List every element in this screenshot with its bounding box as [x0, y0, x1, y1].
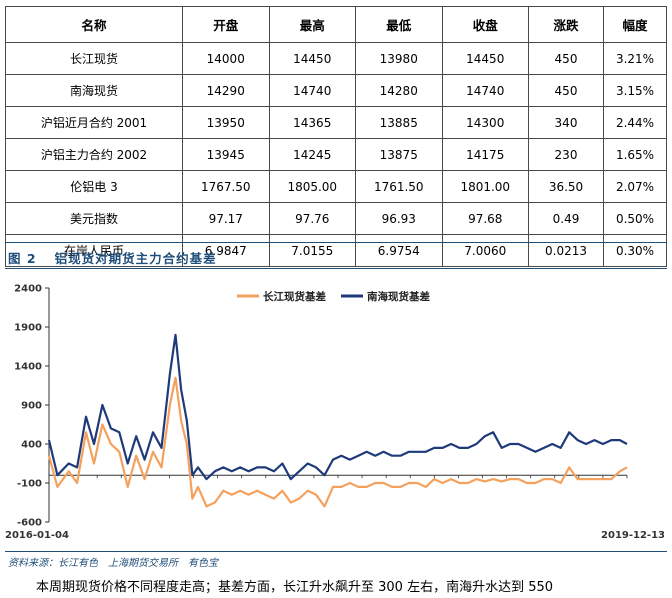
- y-axis: 2400 1900 1400 900 400 -100 -600: [14, 284, 50, 529]
- table-cell: 13945: [182, 138, 270, 171]
- figure-bottom-rule: [5, 551, 667, 552]
- table-cell: 伦铝电 3: [5, 170, 183, 203]
- table-cell: 1767.50: [182, 170, 270, 203]
- x-tick-label: 2019-12-13: [601, 530, 665, 541]
- table-cell: 南海现货: [5, 74, 183, 107]
- table-cell: 14245: [268, 138, 356, 171]
- table-cell: 230: [528, 138, 604, 171]
- table-cell: 1.65%: [603, 138, 667, 171]
- table-cell: 长江现货: [5, 42, 183, 75]
- table-cell: 在岸人民币: [5, 234, 183, 267]
- table-cell: 6.9847: [182, 234, 270, 267]
- column-header: 涨跌: [528, 6, 604, 43]
- table-row: 南海现货 14290 14740 14280 14740 450 3.15%: [5, 74, 667, 107]
- table-cell: 13885: [355, 106, 443, 139]
- table-cell: 14000: [182, 42, 270, 75]
- table-cell: 14365: [268, 106, 356, 139]
- table-cell: 1801.00: [441, 170, 529, 203]
- column-header: 幅度: [603, 6, 667, 43]
- table-cell: 0.30%: [603, 234, 667, 267]
- table-cell: 3.15%: [603, 74, 667, 107]
- table-cell: 6.9754: [355, 234, 443, 267]
- figure-caption: 铝现货对期货主力合约基差: [54, 251, 217, 266]
- body-paragraph: 本周期现货价格不同程度走高；基差方面，长江升水飙升至 300 左右，南海升水达到…: [36, 580, 554, 595]
- table-cell: 97.76: [268, 202, 356, 235]
- table-row: 长江现货 14000 14450 13980 14450 450 3.21%: [5, 42, 667, 75]
- table-cell: 3.21%: [603, 42, 667, 75]
- table-row: 沪铝近月合约 2001 13950 14365 13885 14300 340 2.44%: [5, 106, 667, 139]
- y-tick-label: 400: [21, 440, 42, 451]
- table-row: 在岸人民币 6.9847 7.0155 6.9754 7.0060 0.0213 0.30%: [5, 234, 667, 267]
- table-row: 沪铝主力合约 2002 13945 14245 13875 14175 230 1.65%: [5, 138, 667, 171]
- table-cell: 14740: [441, 74, 529, 107]
- table-cell: 0.50%: [603, 202, 667, 235]
- source-note: 资料来源：长江有色 上海期货交易所 有色宝: [8, 558, 218, 569]
- y-tick-label: -100: [17, 479, 42, 490]
- x-axis: 2016-01-04 2019-12-13: [5, 474, 665, 541]
- table-row: 伦铝电 3 1767.50 1805.00 1761.50 1801.00 36.50 2.…: [5, 170, 667, 203]
- table-cell: 450: [528, 42, 604, 75]
- table-cell: 14740: [268, 74, 356, 107]
- column-header: 开盘: [182, 6, 270, 43]
- table-cell: 97.17: [182, 202, 270, 235]
- table-cell: 7.0060: [441, 234, 529, 267]
- y-tick-label: -600: [17, 518, 42, 529]
- table-cell: 1761.50: [355, 170, 443, 203]
- table-cell: 450: [528, 74, 604, 107]
- table-cell: 沪铝主力合约 2002: [5, 138, 183, 171]
- series-line-changjiang: [47, 376, 628, 508]
- legend: 长江现货基差 南海现货基差: [237, 290, 430, 303]
- y-tick-label: 900: [21, 401, 42, 412]
- price-table: 名称 开盘 最高 最低 收盘 涨跌 幅度 长江现货 14000 14450 13980…: [5, 6, 667, 267]
- table-cell: 14175: [441, 138, 529, 171]
- table-cell: 340: [528, 106, 604, 139]
- table-header-row: 名称 开盘 最高 最低 收盘 涨跌 幅度: [5, 6, 667, 43]
- table-cell: 97.68: [441, 202, 529, 235]
- table-cell: 13980: [355, 42, 443, 75]
- figure-title-rule: [5, 268, 667, 269]
- table-cell: 沪铝近月合约 2001: [5, 106, 183, 139]
- column-header: 最高: [268, 6, 356, 43]
- y-tick-label: 2400: [14, 284, 42, 295]
- table-cell: 2.07%: [603, 170, 667, 203]
- table-row: 美元指数 97.17 97.76 96.93 97.68 0.49 0.50%: [5, 202, 667, 235]
- y-tick-label: 1400: [14, 362, 42, 373]
- table-cell: 13950: [182, 106, 270, 139]
- column-header: 名称: [5, 6, 183, 43]
- table-cell: 14300: [441, 106, 529, 139]
- table-cell: 14290: [182, 74, 270, 107]
- series-layer: [47, 333, 628, 508]
- figure-number: 图 2: [8, 251, 37, 266]
- column-header: 收盘: [441, 6, 529, 43]
- table-cell: 0.49: [528, 202, 604, 235]
- figure-title: 图 2 铝现货对期货主力合约基差: [8, 248, 217, 267]
- table-cell: 96.93: [355, 202, 443, 235]
- table-cell: 0.0213: [528, 234, 604, 267]
- table-cell: 2.44%: [603, 106, 667, 139]
- x-tick-label: 2016-01-04: [5, 530, 69, 541]
- column-header: 最低: [355, 6, 443, 43]
- table-cell: 14450: [268, 42, 356, 75]
- table-cell: 1805.00: [268, 170, 356, 203]
- table-cell: 美元指数: [5, 202, 183, 235]
- table-cell: 14280: [355, 74, 443, 107]
- table-cell: 13875: [355, 138, 443, 171]
- series-line-nanhai: [47, 333, 628, 481]
- table-cell: 36.50: [528, 170, 604, 203]
- table-cell: 7.0155: [268, 234, 356, 267]
- legend-label: 长江现货基差: [263, 290, 326, 303]
- legend-label: 南海现货基差: [367, 290, 430, 303]
- figure-top-rule: [5, 242, 667, 243]
- y-tick-label: 1900: [14, 323, 42, 334]
- table-cell: 14450: [441, 42, 529, 75]
